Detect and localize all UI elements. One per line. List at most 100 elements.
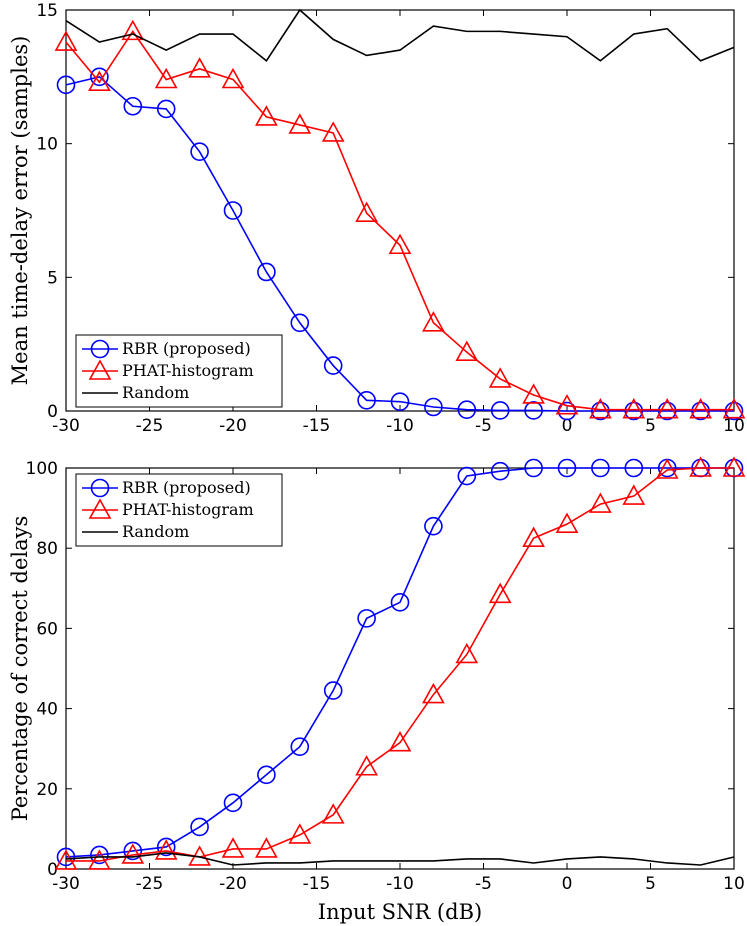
- x-tick-label: 10: [723, 874, 745, 894]
- data-point: [689, 456, 712, 477]
- series-random: [65, 8, 735, 62]
- data-point: [522, 526, 545, 547]
- series-rbr-proposed-: [56, 67, 744, 421]
- series-line: [65, 75, 734, 412]
- data-point: [457, 400, 477, 419]
- data-point: [54, 30, 78, 51]
- legend-marker: [90, 339, 110, 359]
- data-point: [555, 512, 579, 533]
- data-point: [255, 837, 278, 858]
- data-point: [257, 765, 276, 785]
- x-axis-label: Input SNR (dB): [318, 900, 482, 924]
- x-tick-label: -10: [386, 416, 414, 436]
- data-point: [323, 356, 343, 375]
- data-point: [321, 803, 345, 824]
- data-point: [357, 391, 376, 410]
- legend: RBR (proposed) PHAT-histogram Random: [75, 473, 283, 547]
- series-rbr-proposed-: [56, 458, 744, 867]
- series-random: [65, 852, 735, 866]
- data-point: [221, 837, 245, 858]
- data-point: [223, 201, 243, 220]
- data-point: [255, 105, 278, 126]
- data-point: [288, 113, 312, 134]
- data-point: [123, 96, 143, 116]
- y-tick-label: 15: [36, 1, 58, 21]
- data-point: [121, 843, 145, 864]
- data-point: [56, 847, 76, 867]
- y-tick-label: 0: [47, 860, 58, 880]
- x-tick-label: -25: [136, 416, 164, 436]
- data-point: [123, 841, 143, 861]
- legend-marker: [90, 478, 110, 498]
- y-tick-label: 80: [36, 539, 58, 559]
- data-point: [154, 839, 178, 860]
- y-tick-label: 100: [26, 459, 58, 479]
- data-point: [457, 466, 477, 486]
- x-tick-label: 10: [723, 416, 745, 436]
- data-point: [722, 398, 746, 419]
- data-point: [524, 401, 543, 420]
- x-tick-label: -30: [52, 874, 80, 894]
- data-point: [357, 609, 376, 628]
- data-point: [190, 817, 209, 837]
- legend-label: RBR (proposed): [122, 478, 251, 497]
- y-tick-label: 5: [47, 268, 58, 288]
- data-point: [589, 492, 612, 513]
- data-point: [290, 313, 310, 333]
- x-tick-label: -10: [386, 874, 414, 894]
- data-point: [622, 484, 646, 505]
- data-point: [54, 849, 78, 870]
- x-tick-label: -20: [219, 874, 247, 894]
- data-point: [223, 793, 243, 813]
- legend-label: Random: [122, 522, 189, 541]
- data-point: [622, 398, 646, 419]
- data-point: [288, 823, 312, 844]
- data-point: [655, 398, 679, 419]
- data-point: [388, 731, 412, 752]
- x-tick-label: 5: [645, 416, 656, 436]
- data-point: [557, 458, 577, 478]
- data-point: [691, 401, 710, 421]
- x-tick-label: -25: [136, 874, 164, 894]
- series-line: [65, 8, 735, 62]
- x-tick-label: 5: [645, 874, 656, 894]
- x-tick-label: 0: [562, 874, 573, 894]
- data-point: [724, 401, 744, 421]
- data-point: [455, 340, 479, 361]
- data-point: [522, 383, 545, 404]
- series-line: [66, 467, 734, 862]
- data-point: [657, 401, 677, 421]
- data-point: [88, 70, 111, 91]
- legend: RBR (proposed) PHAT-histogram Random: [75, 334, 283, 408]
- data-point: [424, 397, 443, 417]
- legend-label: PHAT-histogram: [122, 500, 254, 519]
- legend-label: PHAT-histogram: [122, 361, 254, 380]
- data-point: [488, 582, 512, 604]
- x-tick-label: -5: [475, 416, 492, 436]
- data-point: [722, 456, 746, 477]
- data-point: [422, 682, 445, 704]
- data-point: [355, 755, 378, 776]
- data-point: [455, 642, 479, 664]
- data-point: [388, 233, 412, 255]
- x-tick-label: -30: [52, 416, 80, 436]
- x-tick-label: -15: [303, 416, 331, 436]
- x-tick-label: -5: [475, 874, 492, 894]
- data-point: [290, 737, 310, 756]
- data-point: [624, 458, 644, 478]
- data-point: [524, 458, 543, 478]
- legend-label: Random: [122, 383, 189, 402]
- data-point: [390, 392, 410, 411]
- data-point: [589, 398, 612, 419]
- data-point: [624, 401, 644, 421]
- y-tick-label: 40: [36, 700, 58, 720]
- data-point: [655, 458, 679, 479]
- legend-label: RBR (proposed): [122, 339, 251, 358]
- y-tick-label: 20: [36, 780, 58, 800]
- data-point: [90, 67, 109, 87]
- data-point: [355, 201, 378, 222]
- y-tick-label: 10: [36, 135, 58, 155]
- data-point: [221, 67, 245, 89]
